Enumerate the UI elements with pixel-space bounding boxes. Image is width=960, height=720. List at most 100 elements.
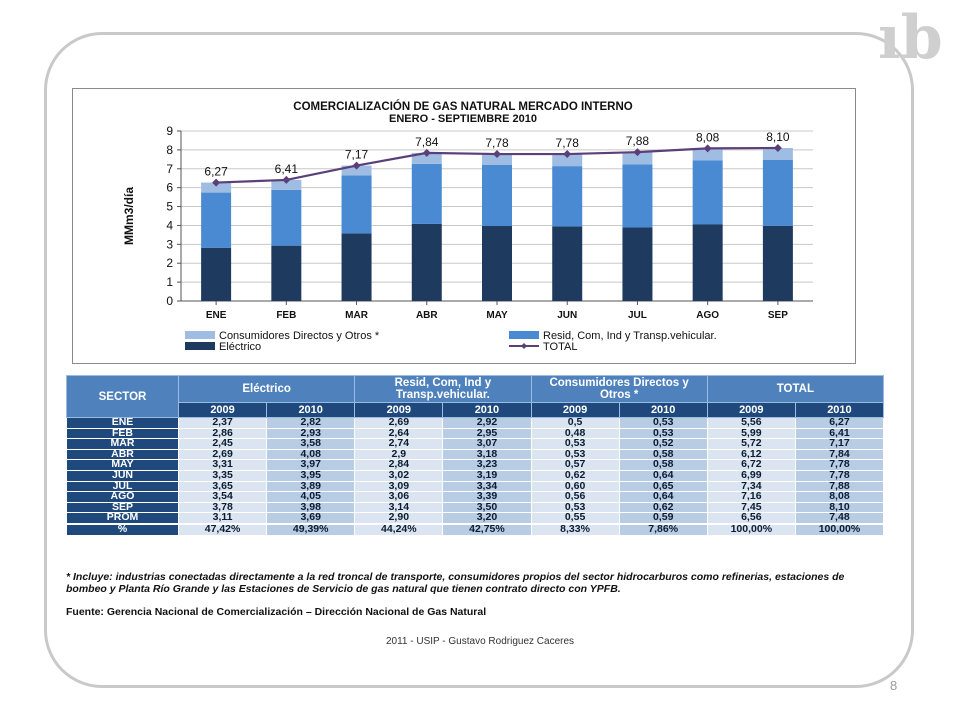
group-header: TOTAL	[706, 375, 885, 403]
bar-segment	[482, 154, 512, 165]
total-marker	[633, 148, 642, 157]
year-header: 2010	[794, 402, 885, 418]
table-row: % 47,42% 49,39% 44,24% 42,75% 8,33% 7,86% 100,0…	[66, 522, 885, 536]
table-row: PROM 3,11 3,69 2,90 3,20 0,55 0,59 6,56 7,48	[66, 512, 885, 525]
table-row: MAR 2,45 3,58 2,74 3,07 0,53 0,52 5,72 7,17	[66, 438, 885, 450]
bar-segment	[552, 226, 583, 301]
bar-segment	[411, 163, 442, 224]
footnote: * Incluye: industrias conectadas directa…	[66, 571, 845, 595]
group-header: Eléctrico	[177, 375, 356, 403]
table-cell: 7,17	[794, 438, 885, 450]
table-cell: 47,42%	[177, 522, 268, 536]
x-tick-label: ENE	[206, 310, 227, 321]
table-cell: 7,88	[794, 481, 885, 493]
group-header: Resid, Com, Ind y Transp.vehicular.	[354, 375, 532, 403]
table-cell: 7,86%	[618, 522, 708, 536]
table-cell: 8,33%	[530, 522, 620, 536]
table-cell: 42,75%	[442, 522, 532, 536]
chart-title: COMERCIALIZACIÓN DE GAS NATURAL MERCADO …	[293, 100, 633, 113]
table-cell: 6,41	[794, 428, 885, 440]
data-label: 7,88	[626, 134, 650, 148]
table-row: MAY 3,31 3,97 2,84 3,23 0,57 0,58 6,72 7,78	[66, 459, 885, 471]
y-tick-label: 4	[166, 218, 173, 232]
total-marker	[703, 144, 712, 153]
bar-segment	[271, 179, 302, 190]
data-table: SECTOR Eléctrico Resid, Com, Ind y Trans…	[66, 375, 885, 536]
year-header: 2010	[266, 402, 356, 418]
bar-segment	[622, 164, 653, 228]
x-tick-label: ABR	[416, 310, 438, 321]
table-cell: 100,00%	[794, 522, 885, 536]
data-label: 7,17	[345, 148, 369, 162]
table-group-header-row: SECTOR Eléctrico Resid, Com, Ind y Trans…	[66, 375, 885, 418]
data-label: 6,41	[275, 162, 299, 176]
x-tick-label: JUL	[628, 310, 647, 321]
bar-segment	[341, 175, 372, 234]
page-number: 8	[890, 678, 898, 693]
legend-swatch	[185, 342, 215, 350]
total-marker	[563, 150, 572, 159]
y-tick-label: 3	[166, 237, 173, 251]
data-label: 7,78	[485, 136, 509, 150]
year-header: 2009	[177, 402, 268, 418]
year-header: 2009	[530, 402, 620, 418]
bar-segment	[411, 223, 442, 301]
legend-marker	[521, 343, 527, 349]
y-tick-label: 7	[166, 162, 173, 176]
group-header: Consumidores Directos y Otros *	[530, 375, 708, 403]
x-tick-label: AGO	[696, 310, 719, 321]
data-label: 6,27	[204, 165, 228, 179]
table-cell: 49,39%	[266, 522, 356, 536]
bar-segment	[201, 247, 232, 301]
bar-segment	[482, 165, 512, 227]
table-cell: 7,78	[794, 470, 885, 482]
table-cell: 7,84	[794, 449, 885, 461]
bar-segment	[482, 226, 512, 301]
table-cell: 44,24%	[354, 522, 444, 536]
legend-swatch	[185, 331, 215, 339]
table-cell: 7,48	[794, 512, 885, 525]
row-label: %	[66, 522, 179, 536]
bar-segment	[271, 189, 302, 246]
bar-segment	[271, 245, 302, 301]
table-cell: 7,78	[794, 459, 885, 471]
bar-segment	[692, 148, 723, 161]
data-label: 7,84	[415, 135, 439, 149]
y-tick-label: 5	[166, 200, 173, 214]
total-marker	[493, 150, 501, 159]
table-body: ENE 2,37 2,82 2,69 2,92 0,5 0,53 5,56 6,27 FEB 2,8…	[66, 417, 885, 536]
bar-segment	[692, 224, 723, 301]
bar-segment	[411, 152, 442, 164]
slide-footer: 2011 - USIP - Gustavo Rodriguez Caceres	[385, 636, 575, 647]
chart-subtitle: ENERO - SEPTIEMBRE 2010	[389, 113, 537, 125]
bar-segment	[341, 165, 372, 176]
legend-swatch	[509, 331, 539, 339]
bar-segment	[622, 227, 653, 301]
y-tick-label: 6	[166, 181, 173, 195]
bar-segment	[692, 160, 723, 225]
table-row: AGO 3,54 4,05 3,06 3,39 0,56 0,64 7,16 8,08	[66, 491, 885, 503]
source-note: Fuente: Gerencia Nacional de Comercializ…	[66, 606, 487, 618]
total-marker	[282, 175, 291, 184]
legend-label: Eléctrico	[219, 341, 261, 353]
table-cell: 8,08	[794, 491, 885, 503]
y-tick-label: 2	[166, 256, 173, 270]
data-table-container: SECTOR Eléctrico Resid, Com, Ind y Trans…	[66, 375, 885, 536]
legend-label: Consumidores Directos y Otros *	[219, 330, 380, 342]
total-marker	[212, 178, 221, 187]
table-row: FEB 2,86 2,93 2,64 2,95 0,48 0,53 5,99 6,41	[66, 428, 885, 440]
year-header: 2010	[442, 402, 532, 418]
table-row: ENE 2,37 2,82 2,69 2,92 0,5 0,53 5,56 6,27	[66, 417, 885, 429]
bar-segment	[201, 192, 232, 248]
chart-figure: COMERCIALIZACIÓN DE GAS NATURAL MERCADO …	[72, 88, 856, 364]
data-label: 8,10	[766, 130, 790, 144]
x-tick-label: MAR	[345, 310, 369, 321]
table-row: ABR 2,69 4,08 2,9 3,18 0,53 0,58 6,12 7,84	[66, 449, 885, 461]
table-row: JUL 3,65 3,89 3,09 3,34 0,60 0,65 7,34 7,88	[66, 481, 885, 493]
y-tick-label: 9	[166, 124, 173, 138]
logo-letters: ıb	[878, 3, 943, 70]
university-logo: ıb	[878, 3, 943, 70]
table-cell: 6,27	[794, 417, 885, 429]
x-tick-label: FEB	[276, 310, 296, 321]
bar-segment	[341, 233, 372, 301]
